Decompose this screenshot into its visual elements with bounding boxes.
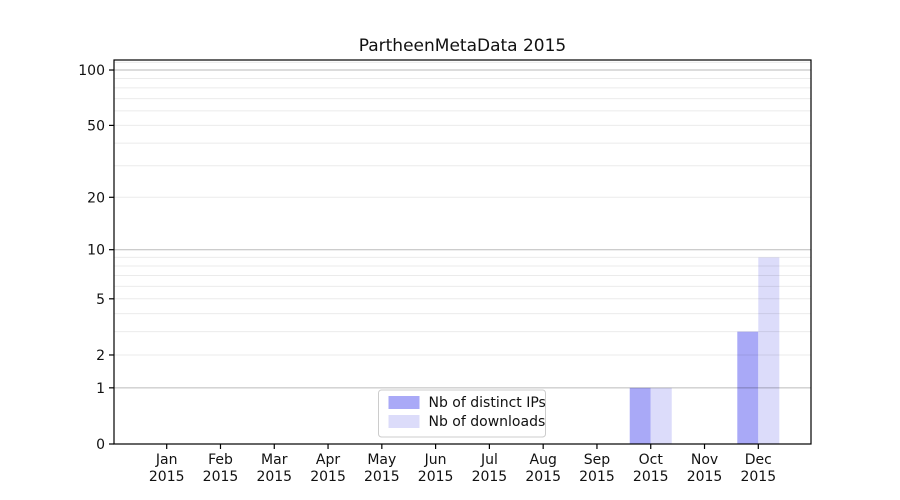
legend-swatch-nb-of-distinct-ips — [388, 396, 420, 409]
chart-title: PartheenMetaData 2015 — [358, 36, 567, 56]
x-tick-label-month-nov: Nov — [691, 452, 718, 468]
legend: Nb of distinct IPs Nb of downloads — [378, 389, 546, 438]
x-tick-label-year-jan: 2015 — [149, 469, 185, 485]
x-tick-label-month-jun: Jun — [424, 452, 447, 468]
x-tick-label-year-jun: 2015 — [418, 469, 454, 485]
legend-swatch-nb-of-downloads — [388, 415, 420, 428]
x-tick-label-month-dec: Dec — [745, 452, 772, 468]
y-tick-label-20: 20 — [87, 190, 105, 206]
x-tick-label-year-aug: 2015 — [525, 469, 561, 485]
x-tick-label-year-feb: 2015 — [203, 469, 239, 485]
legend-label-nb-of-distinct-ips: Nb of distinct IPs — [429, 395, 546, 411]
x-tick-label-year-sep: 2015 — [579, 469, 615, 485]
legend-label-nb-of-downloads: Nb of downloads — [429, 414, 546, 430]
y-tick-label-2: 2 — [96, 348, 105, 364]
x-tick-label-year-apr: 2015 — [310, 469, 346, 485]
x-tick-label-year-may: 2015 — [364, 469, 400, 485]
x-tick-label-month-aug: Aug — [530, 452, 557, 468]
x-tick-label-month-jul: Jul — [480, 452, 498, 468]
y-tick-label-50: 50 — [87, 118, 105, 134]
bar-nb-of-downloads-oct — [650, 387, 672, 444]
x-tick-label-year-mar: 2015 — [256, 469, 292, 485]
x-tick-label-month-sep: Sep — [584, 452, 611, 468]
y-tick-label-100: 100 — [78, 63, 105, 79]
x-tick-label-month-apr: Apr — [316, 452, 340, 468]
x-tick-label-year-oct: 2015 — [633, 469, 669, 485]
y-tick-label-1: 1 — [96, 381, 105, 397]
x-tick-label-year-jul: 2015 — [472, 469, 508, 485]
x-tick-label-month-jan: Jan — [155, 452, 178, 468]
bar-nb-of-distinct-ips-dec — [737, 331, 759, 444]
x-tick-label-month-mar: Mar — [261, 452, 288, 468]
x-tick-label-year-dec: 2015 — [740, 469, 776, 485]
x-tick-label-month-may: May — [367, 452, 396, 468]
y-tick-label-5: 5 — [96, 292, 105, 308]
y-tick-label-0: 0 — [96, 437, 105, 453]
axes-frame — [113, 59, 812, 445]
x-tick-label-year-nov: 2015 — [687, 469, 723, 485]
x-tick-label-month-oct: Oct — [639, 452, 664, 468]
bar-nb-of-downloads-dec — [758, 257, 780, 444]
bar-nb-of-distinct-ips-oct — [629, 387, 651, 444]
x-tick-label-month-feb: Feb — [208, 452, 233, 468]
y-tick-label-10: 10 — [87, 243, 105, 259]
legend-box — [378, 389, 546, 438]
